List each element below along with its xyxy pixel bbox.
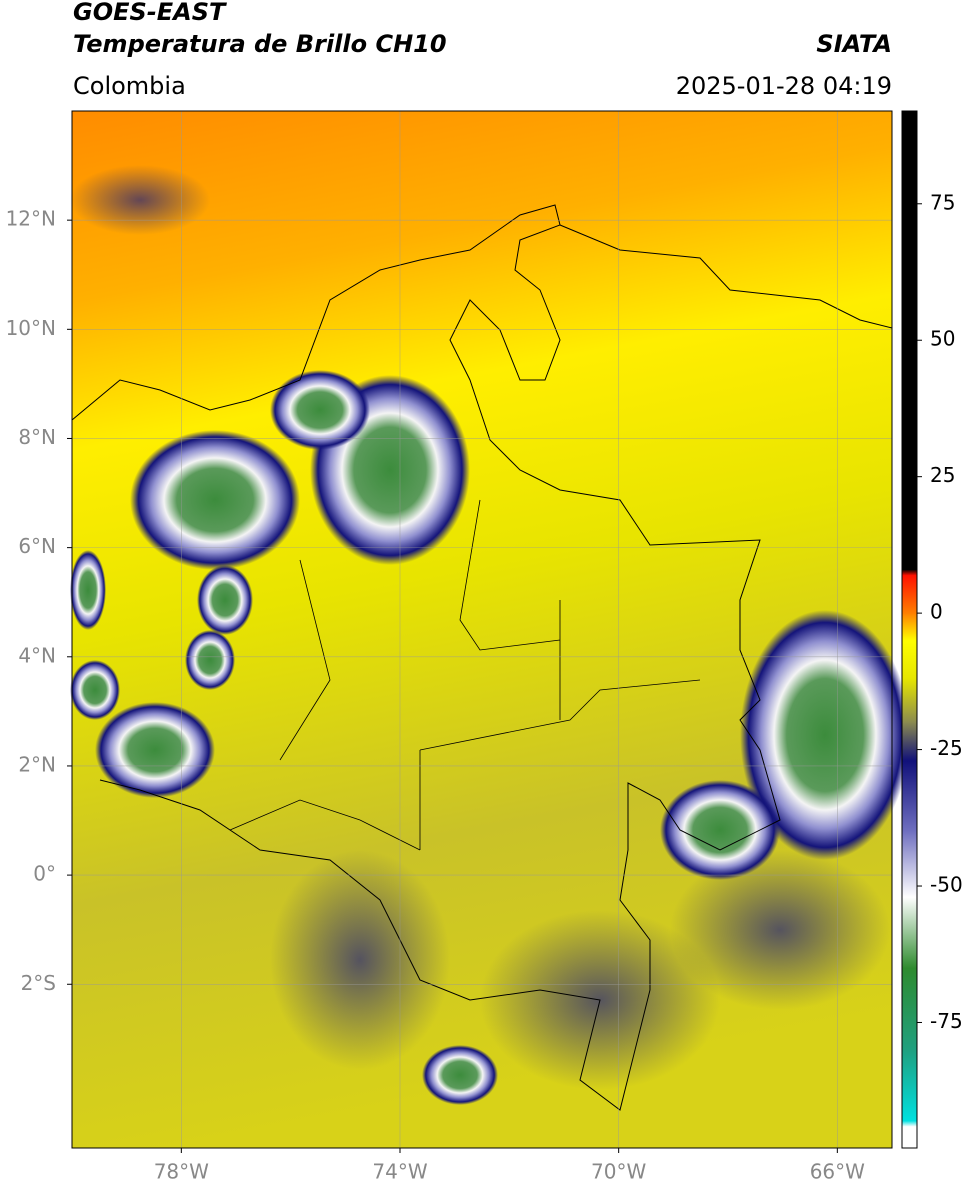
colorbar-tick-label: 75 <box>930 190 955 214</box>
map-frame <box>71 110 893 1149</box>
timestamp: 2025-01-28 04:19 <box>676 72 892 100</box>
colorbar-segment <box>902 896 917 969</box>
y-tick-label: 8°N <box>18 425 56 449</box>
y-tick-label: 6°N <box>18 534 56 558</box>
x-tick-label: 78°W <box>154 1160 209 1184</box>
x-tick-label: 66°W <box>810 1160 865 1184</box>
region: Colombia <box>73 72 186 100</box>
colorbar-segment <box>902 967 917 1051</box>
subtitle: Temperatura de Brillo CH10 <box>73 30 447 58</box>
source: SIATA <box>816 30 892 58</box>
colorbar-frame <box>901 110 918 1149</box>
colorbar-tick-label: -75 <box>930 1009 963 1033</box>
x-tick-label: 70°W <box>591 1160 646 1184</box>
satellite-image <box>70 111 910 1148</box>
title: GOES-EAST <box>73 0 227 26</box>
colorbar-tick-label: 25 <box>930 463 955 487</box>
y-tick-label: 0° <box>33 862 56 886</box>
y-tick-label: 10°N <box>6 316 56 340</box>
colorbar-segment <box>902 1049 917 1122</box>
y-tick-label: 2°S <box>21 971 56 995</box>
y-tick-label: 12°N <box>6 207 56 231</box>
colorbar-tick-label: 50 <box>930 327 955 351</box>
colorbar-tick-label: -50 <box>930 873 963 897</box>
colorbar-segment <box>902 831 917 898</box>
colorbar-segment <box>902 640 917 680</box>
colorbar-segment <box>902 678 917 723</box>
colorbar-tick-label: -25 <box>930 736 963 760</box>
x-tick-label: 74°W <box>372 1160 427 1184</box>
y-tick-label: 2°N <box>18 752 56 776</box>
y-tick-label: 4°N <box>18 643 56 667</box>
colorbar-segment <box>902 111 917 570</box>
colorbar-segment <box>902 613 917 641</box>
colorbar-segment <box>902 760 917 832</box>
colorbar-segment <box>902 1126 917 1149</box>
colorbar-segment <box>902 569 917 576</box>
colorbar-segment <box>902 722 917 761</box>
colorbar-segment <box>902 574 917 614</box>
colorbar-segment <box>902 1120 917 1127</box>
colorbar-tick-label: 0 <box>930 600 943 624</box>
